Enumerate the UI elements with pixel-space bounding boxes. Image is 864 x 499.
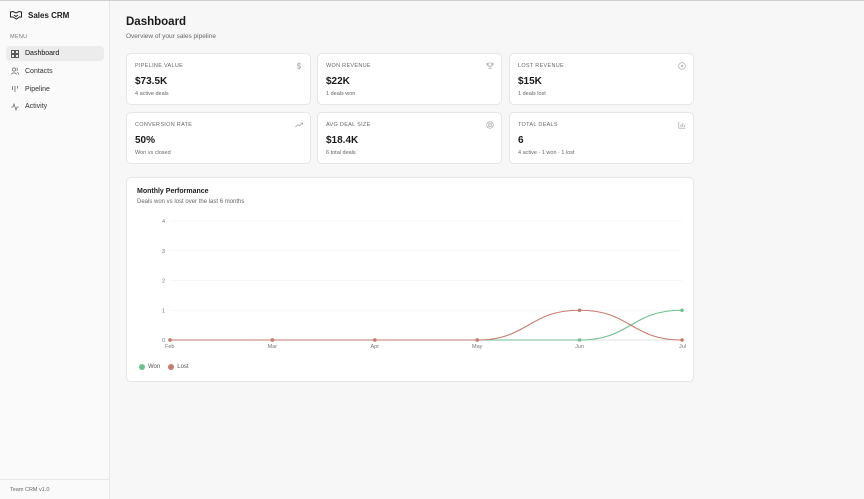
page-title: Dashboard — [126, 16, 187, 28]
data-point-won — [680, 308, 684, 313]
activity-icon — [11, 102, 19, 111]
grid-icon — [11, 49, 19, 58]
stat-sub: 4 active deals — [135, 91, 169, 97]
data-point-lost — [270, 338, 275, 342]
target-icon — [486, 121, 494, 129]
stat-value: 6 — [518, 135, 524, 146]
y-tick-label: 3 — [162, 249, 165, 255]
data-point-won — [577, 338, 582, 342]
stat-label: PIPELINE VALUE — [135, 63, 184, 69]
sidebar: Sales CRM MENU Dashboard Contacts — [0, 1, 110, 499]
x-tick-label: Jul — [679, 344, 686, 350]
stat-card-conversion-rate: CONVERSION RATE 50% Won vs closed — [126, 112, 311, 164]
stat-label: LOST REVENUE — [518, 63, 564, 69]
page-subtitle: Overview of your sales pipeline — [126, 33, 216, 40]
stat-label: AVG DEAL SIZE — [326, 122, 371, 128]
stat-sub: 4 active · 1 won · 1 lost — [518, 150, 575, 156]
stat-card-pipeline-value: PIPELINE VALUE $73.5K 4 active deals — [126, 53, 311, 105]
stat-value: $22K — [326, 76, 350, 87]
data-point-lost — [475, 338, 480, 342]
brand-name: Sales CRM — [28, 10, 70, 20]
sidebar-item-contacts[interactable]: Contacts — [6, 64, 104, 79]
chart-title: Monthly Performance — [137, 188, 209, 195]
stat-card-won-revenue: WON REVENUE $22K 1 deals won — [317, 53, 502, 105]
legend-dot-lost — [168, 364, 175, 370]
stat-value: $15K — [518, 76, 542, 87]
handshake-icon — [10, 10, 22, 20]
sidebar-item-dashboard[interactable]: Dashboard — [6, 46, 104, 61]
stat-label: CONVERSION RATE — [135, 122, 193, 128]
y-tick-label: 2 — [162, 279, 165, 285]
stat-sub: 6 total deals — [326, 150, 356, 156]
chart-subtitle: Deals won vs lost over the last 6 months — [137, 199, 245, 205]
stat-card-lost-revenue: LOST REVENUE $15K 1 deals lost — [509, 53, 694, 105]
stat-value: 50% — [135, 135, 156, 146]
sidebar-item-activity[interactable]: Activity — [6, 99, 104, 114]
data-point-lost — [680, 338, 684, 342]
x-tick-label: May — [472, 344, 483, 350]
stat-sub: 1 deals lost — [518, 91, 546, 97]
stat-sub: 1 deals won — [326, 91, 356, 97]
sidebar-item-label: Dashboard — [25, 50, 60, 57]
series-line-lost — [170, 309, 683, 341]
stat-card-total-deals: TOTAL DEALS 6 4 active · 1 won · 1 lost — [509, 112, 694, 164]
legend-item-lost[interactable]: Lost — [168, 364, 189, 370]
stat-value: $73.5K — [135, 76, 168, 87]
x-circle-icon — [678, 62, 686, 70]
stat-sub: Won vs closed — [135, 150, 171, 156]
y-tick-label: 0 — [162, 338, 165, 344]
sidebar-item-label: Pipeline — [25, 85, 50, 93]
users-icon — [11, 67, 19, 75]
x-tick-label: Mar — [268, 344, 278, 350]
data-point-lost — [577, 308, 582, 313]
dollar-icon — [296, 62, 302, 70]
monthly-performance-chart: 0 1 2 3 4 Feb Mar Apr May Jun Jul — [162, 219, 686, 350]
y-tick-label: 1 — [162, 308, 165, 314]
sidebar-item-pipeline[interactable]: Pipeline — [6, 82, 104, 97]
legend-item-won[interactable]: Won — [139, 364, 160, 370]
stat-card-avg-deal-size: AVG DEAL SIZE $18.4K 6 total deals — [317, 112, 502, 164]
sidebar-nav: Dashboard Contacts Pipeline Activity — [6, 46, 104, 117]
kanban-icon — [12, 86, 18, 93]
trophy-icon — [486, 62, 494, 70]
menu-heading: MENU — [10, 34, 28, 40]
x-tick-label: Apr — [371, 344, 380, 350]
legend-label: Lost — [177, 364, 189, 370]
monthly-performance-card: Monthly Performance Deals won vs lost ov… — [126, 177, 694, 382]
x-tick-label: Jun — [575, 344, 584, 350]
app-version: Team CRM v1.0 — [10, 487, 50, 493]
trending-up-icon — [295, 122, 303, 128]
chart-legend: Won Lost — [139, 364, 189, 370]
series-line-won — [170, 309, 683, 341]
legend-label: Won — [148, 364, 161, 370]
y-tick-label: 4 — [162, 219, 165, 225]
sidebar-item-label: Contacts — [25, 67, 53, 75]
sidebar-footer-divider — [0, 479, 109, 480]
window-top-border — [0, 0, 864, 1]
x-tick-label: Feb — [165, 344, 174, 350]
sidebar-item-label: Activity — [25, 103, 48, 111]
data-point-lost — [373, 338, 377, 342]
stat-value: $18.4K — [326, 135, 359, 146]
legend-dot-won — [139, 364, 145, 370]
bar-chart-icon — [678, 121, 686, 129]
brand[interactable]: Sales CRM — [10, 10, 69, 20]
stat-label: WON REVENUE — [326, 63, 371, 69]
data-point-lost — [168, 338, 172, 342]
stat-label: TOTAL DEALS — [518, 122, 558, 128]
